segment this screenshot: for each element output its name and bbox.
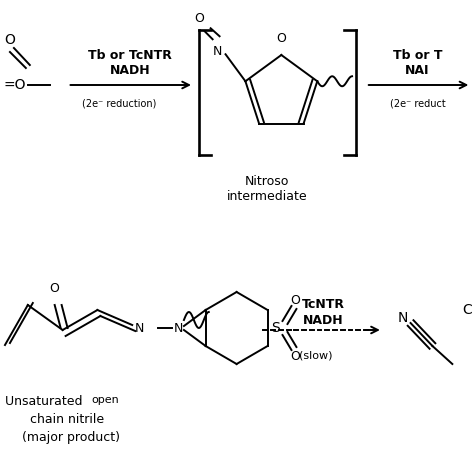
Text: C: C — [462, 303, 472, 317]
Text: N: N — [174, 321, 183, 335]
Text: Nitroso: Nitroso — [245, 175, 290, 188]
Text: (slow): (slow) — [300, 350, 333, 360]
Text: TcNTR: TcNTR — [301, 299, 345, 311]
Text: Unsaturated: Unsaturated — [5, 395, 86, 408]
Text: Tb or TcNTR: Tb or TcNTR — [88, 48, 172, 62]
Text: N: N — [398, 311, 408, 325]
Text: (2e⁻ reduction): (2e⁻ reduction) — [82, 98, 156, 108]
Text: (major product): (major product) — [22, 431, 120, 444]
Text: S: S — [271, 321, 280, 335]
Text: O: O — [276, 32, 286, 45]
Text: chain nitrile: chain nitrile — [30, 413, 104, 426]
Text: NAI: NAI — [405, 64, 430, 76]
Text: O: O — [291, 349, 301, 363]
Text: O: O — [4, 33, 15, 47]
Text: N: N — [213, 45, 222, 58]
Text: intermediate: intermediate — [227, 190, 308, 203]
Text: O: O — [50, 282, 60, 295]
Text: NADH: NADH — [110, 64, 151, 76]
Text: (2e⁻ reduct: (2e⁻ reduct — [390, 98, 446, 108]
Text: =O: =O — [4, 78, 27, 92]
Text: O: O — [195, 12, 205, 25]
Text: open: open — [91, 395, 119, 405]
Text: Tb or T: Tb or T — [393, 48, 442, 62]
Text: NADH: NADH — [303, 315, 343, 328]
Text: N: N — [135, 321, 145, 335]
Text: O: O — [291, 293, 301, 307]
